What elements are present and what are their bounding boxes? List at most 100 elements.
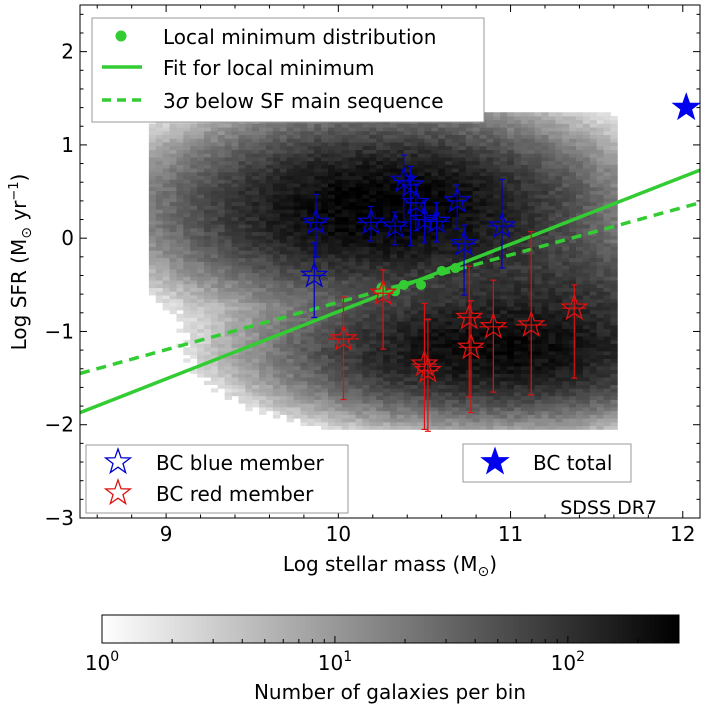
heatmap-bin	[465, 227, 474, 233]
heatmap-bin	[266, 310, 274, 315]
heatmap-bin	[527, 220, 536, 225]
heatmap-bin	[334, 324, 343, 330]
heatmap-bin	[328, 328, 336, 333]
heatmap-bin	[210, 265, 219, 270]
heatmap-bin	[210, 295, 219, 300]
heatmap-bin	[348, 339, 356, 344]
heatmap-bin	[431, 365, 439, 371]
heatmap-bin	[548, 186, 556, 192]
heatmap-bin	[238, 183, 246, 188]
heatmap-bin	[507, 145, 515, 150]
heatmap-bin	[562, 130, 570, 136]
heatmap-bin	[183, 239, 191, 244]
heatmap-bin	[431, 138, 439, 143]
heatmap-bin	[541, 168, 549, 173]
heatmap-bin	[245, 171, 253, 177]
heatmap-bin	[396, 336, 405, 341]
heatmap-bin	[424, 190, 432, 195]
heatmap-bin	[348, 354, 356, 359]
heatmap-bin	[403, 343, 412, 348]
heatmap-bin	[514, 115, 522, 121]
heatmap-bin	[272, 239, 281, 244]
heatmap-bin	[272, 216, 281, 221]
heatmap-bin	[362, 310, 370, 315]
heatmap-bin	[500, 194, 508, 199]
heatmap-bin	[183, 220, 191, 225]
heatmap-bin	[328, 134, 336, 139]
heatmap-bin	[155, 280, 164, 285]
heatmap-bin	[252, 328, 260, 333]
heatmap-bin	[465, 216, 474, 221]
heatmap-bin	[403, 257, 412, 262]
heatmap-bin	[569, 280, 577, 285]
heatmap-bin	[576, 324, 584, 330]
heatmap-bin	[424, 313, 432, 318]
heatmap-bin	[266, 392, 274, 397]
heatmap-bin	[424, 179, 432, 184]
heatmap-bin	[576, 362, 584, 367]
heatmap-bin	[507, 291, 515, 296]
heatmap-bin	[507, 280, 515, 285]
heatmap-bin	[520, 142, 529, 147]
heatmap-bin	[534, 377, 542, 382]
heatmap-bin	[493, 287, 501, 292]
heatmap-bin	[438, 123, 446, 128]
heatmap-bin	[238, 213, 246, 218]
heatmap-bin	[321, 227, 329, 233]
heatmap-bin	[348, 213, 356, 218]
heatmap-bin	[493, 276, 501, 281]
heatmap-bin	[355, 324, 363, 330]
heatmap-bin	[224, 213, 232, 218]
heatmap-bin	[238, 291, 246, 296]
heatmap-bin	[190, 313, 198, 318]
heatmap-bin	[176, 175, 184, 180]
heatmap-bin	[555, 407, 563, 412]
heatmap-bin	[555, 186, 563, 192]
heatmap-bin	[217, 306, 226, 311]
heatmap-bin	[252, 339, 260, 344]
heatmap-bin	[162, 134, 170, 139]
heatmap-bin	[204, 339, 212, 344]
heatmap-bin	[431, 183, 439, 188]
heatmap-bin	[183, 242, 191, 247]
heatmap-bin	[279, 395, 288, 400]
heatmap-bin	[217, 265, 226, 270]
heatmap-bin	[355, 373, 363, 378]
heatmap-bin	[458, 425, 467, 430]
heatmap-bin	[472, 130, 480, 136]
heatmap-bin	[307, 354, 315, 359]
heatmap-bin	[479, 280, 487, 285]
heatmap-bin	[534, 123, 542, 128]
heatmap-bin	[396, 138, 405, 143]
heatmap-bin	[472, 250, 480, 255]
heatmap-bin	[390, 347, 398, 352]
heatmap-bin	[307, 250, 315, 255]
heatmap-bin	[293, 149, 301, 154]
heatmap-bin	[431, 418, 439, 423]
heatmap-bin	[396, 205, 405, 210]
heatmap-bin	[190, 347, 198, 352]
heatmap-bin	[238, 134, 246, 139]
heatmap-bin	[458, 183, 467, 188]
heatmap-bin	[155, 190, 164, 195]
heatmap-bin	[197, 354, 205, 359]
heatmap-bin	[362, 369, 370, 374]
heatmap-bin	[293, 130, 301, 136]
heatmap-bin	[541, 235, 549, 240]
heatmap-bin	[576, 403, 584, 408]
heatmap-bin	[417, 407, 425, 412]
heatmap-bin	[376, 190, 384, 195]
heatmap-bin	[293, 369, 301, 374]
heatmap-bin	[569, 198, 577, 203]
heatmap-bin	[417, 149, 425, 154]
heatmap-bin	[369, 142, 377, 147]
heatmap-bin	[245, 138, 253, 143]
heatmap-bin	[204, 242, 212, 247]
heatmap-bin	[410, 395, 418, 400]
heatmap-bin	[465, 403, 474, 408]
heatmap-bin	[452, 123, 460, 128]
heatmap-bin	[362, 168, 370, 173]
heatmap-bin	[541, 201, 549, 206]
heatmap-bin	[514, 365, 522, 371]
heatmap-bin	[438, 160, 446, 165]
